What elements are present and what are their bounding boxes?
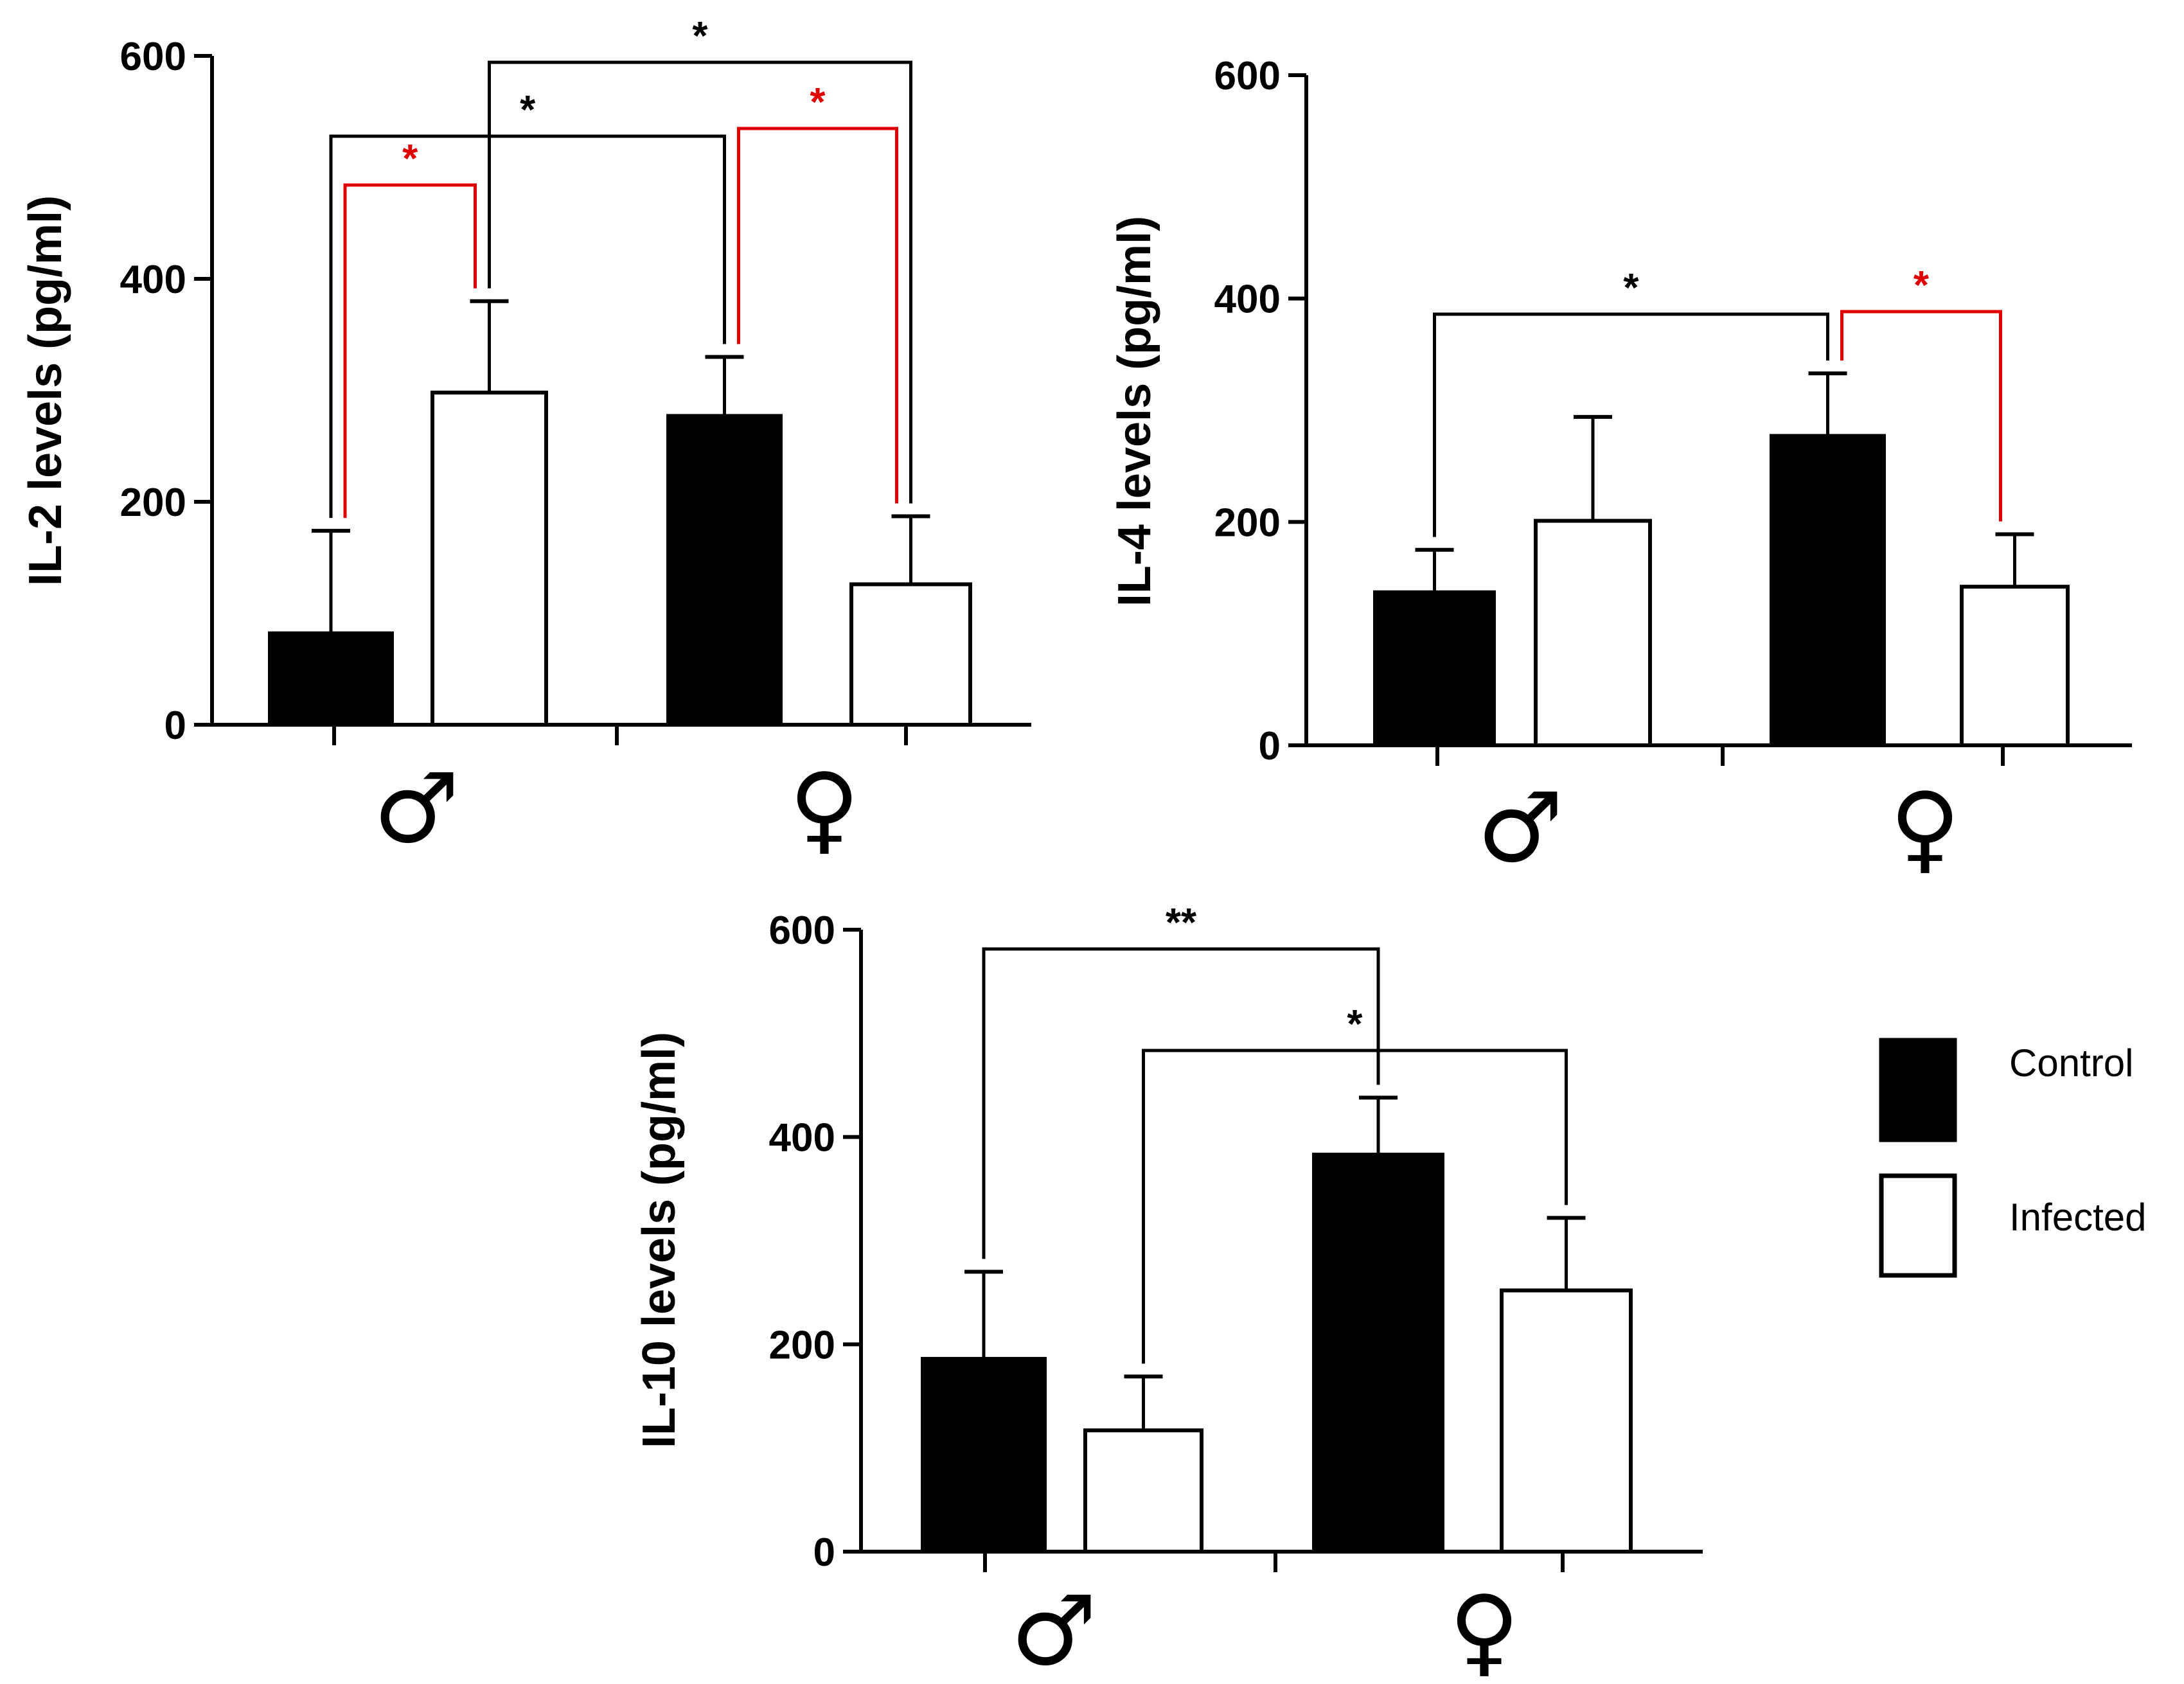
bar-control-group-0 (1373, 590, 1496, 747)
panel-il2: 0 200 400 600 IL-2 levels (pg/ml) * * * * ♂ ♀ (20, 14, 1031, 865)
bar-infected-group-1 (849, 582, 972, 727)
bar-control-group-1 (666, 414, 783, 727)
bar-infected-group-1 (1960, 585, 2070, 748)
bar-infected-group-0 (431, 390, 548, 727)
y-tick-label: 200 (1214, 501, 1281, 545)
female-symbol-label: ♀ (789, 753, 860, 865)
bar-infected-group-0 (1083, 1428, 1203, 1554)
panel-il4: 0 200 400 600 IL-4 levels (pg/ml) * * ♂ ♀ (1109, 54, 2132, 884)
bar-control-group-1 (1770, 434, 1886, 748)
significance-label: * (1623, 266, 1639, 310)
male-symbol-label: ♂ (1477, 772, 1563, 884)
y-tick-label: 600 (120, 35, 186, 79)
y-tick-label: 400 (1214, 278, 1281, 322)
legend-swatch-control (1879, 1038, 1957, 1142)
y-tick-label: 0 (164, 704, 186, 748)
legend: Control Infected (1879, 1038, 2147, 1278)
significance-label: * (1913, 263, 1930, 308)
y-tick-label: 200 (769, 1323, 835, 1367)
female-symbol-label: ♀ (1890, 772, 1960, 884)
y-axis-label: IL-2 levels (pg/ml) (20, 195, 71, 586)
y-tick-label: 0 (813, 1530, 835, 1575)
y-tick-label: 600 (1214, 54, 1281, 98)
y-tick-label: 0 (1259, 724, 1281, 768)
y-tick-label: 200 (120, 481, 186, 525)
significance-label: * (1347, 1002, 1363, 1047)
significance-bracket (1142, 1049, 1568, 1364)
y-tick-label: 400 (769, 1116, 835, 1160)
bar-control-group-1 (1312, 1153, 1444, 1554)
significance-label: * (402, 137, 418, 181)
y-axis-label: IL-10 levels (pg/ml) (634, 1032, 685, 1448)
significance-bracket (1433, 312, 1829, 537)
bar-infected-group-0 (1534, 518, 1652, 747)
legend-label-control: Control (2009, 1041, 2133, 1085)
significance-bracket (982, 947, 1380, 1259)
significance-bracket (1840, 310, 2002, 522)
bar-control-group-0 (268, 631, 394, 727)
significance-label: * (692, 14, 708, 58)
legend-swatch-infected (1879, 1173, 1957, 1278)
bar-control-group-0 (921, 1356, 1047, 1554)
male-symbol-label: ♂ (1011, 1575, 1097, 1684)
y-tick-label: 400 (120, 258, 186, 302)
bar-infected-group-1 (1500, 1288, 1633, 1554)
male-symbol-label: ♂ (373, 753, 459, 865)
significance-label: * (520, 88, 536, 132)
y-tick-label: 600 (769, 908, 835, 953)
significance-bracket (488, 60, 912, 504)
significance-bracket (343, 183, 477, 518)
significance-label: ** (1166, 901, 1197, 945)
significance-label: * (810, 80, 826, 125)
significance-bracket (329, 134, 726, 518)
legend-label-infected: Infected (2009, 1196, 2147, 1239)
y-axis-label: IL-4 levels (pg/ml) (1109, 216, 1160, 607)
significance-bracket (737, 127, 898, 504)
female-symbol-label: ♀ (1449, 1575, 1520, 1684)
